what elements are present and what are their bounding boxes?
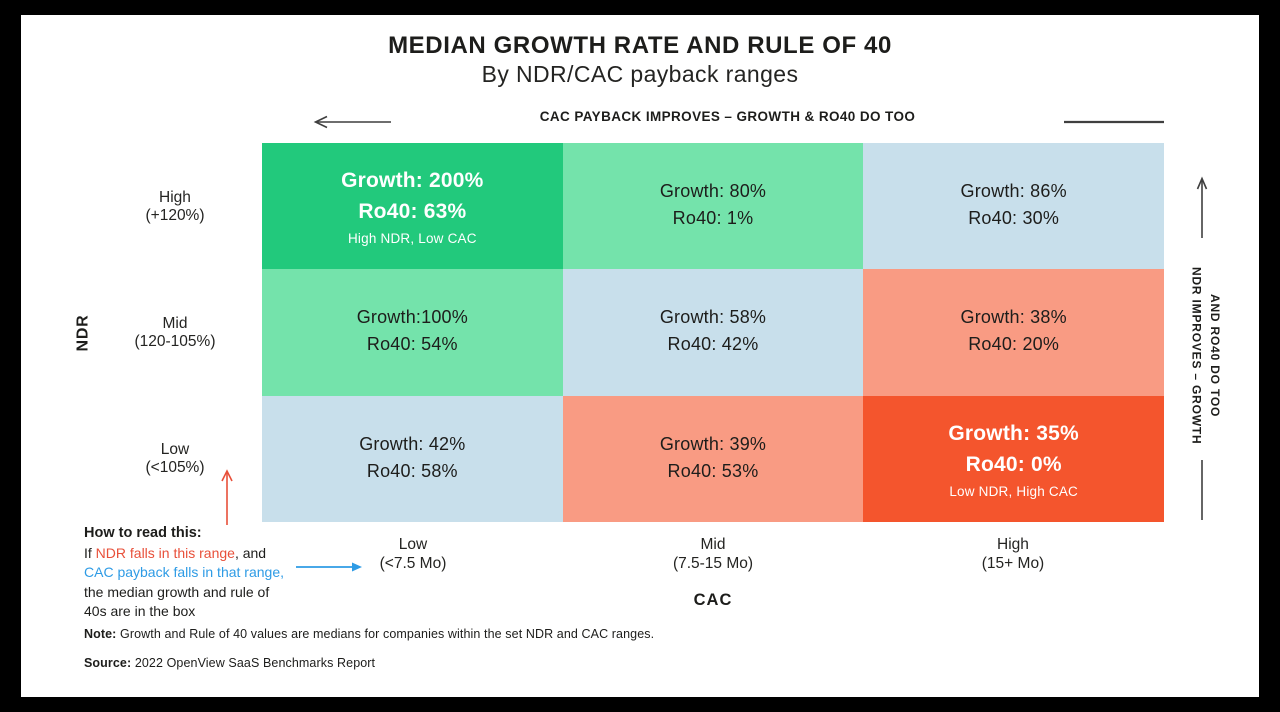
page-title: MEDIAN GROWTH RATE AND RULE OF 40 bbox=[388, 32, 892, 59]
side-flow-line2: AND RO40 DO TOO bbox=[1208, 294, 1223, 418]
matrix-cell-high-ndr-high-cac: Growth: 86% Ro40: 30% bbox=[863, 143, 1164, 270]
source-text: 2022 OpenView SaaS Benchmarks Report bbox=[131, 656, 376, 670]
y-label-name: Mid bbox=[162, 315, 188, 332]
source-label: Source: bbox=[84, 656, 132, 670]
how-to-read-heading: How to read this: bbox=[84, 525, 202, 541]
cell-growth-value: Growth: 42% bbox=[359, 433, 466, 454]
right-flow-line bbox=[1064, 119, 1164, 125]
how-to-read-line4: the median growth and rule of bbox=[84, 583, 270, 600]
cell-ro40-value: Ro40: 30% bbox=[968, 208, 1060, 229]
x-label-name: High bbox=[997, 536, 1029, 553]
cell-growth-value: Growth: 38% bbox=[960, 307, 1067, 328]
cell-ro40-value: Ro40: 42% bbox=[667, 334, 759, 355]
side-flow-label: NDR IMPROVES – GROWTH AND RO40 DO TOO bbox=[1187, 250, 1224, 462]
y-axis-label-low: Low (<105%) bbox=[95, 396, 255, 522]
line2-suffix: , and bbox=[234, 544, 267, 561]
cell-ro40-value: Ro40: 54% bbox=[366, 334, 458, 355]
matrix-cell-low-ndr-low-cac: Growth: 42% Ro40: 58% bbox=[262, 395, 563, 522]
x-axis-title: CAC bbox=[693, 591, 733, 609]
left-arrow-icon bbox=[312, 115, 392, 129]
y-axis-title: NDR bbox=[64, 269, 104, 397]
side-flow-line1: NDR IMPROVES – GROWTH bbox=[1189, 267, 1204, 445]
x-axis-label-low: Low (<7.5 Mo) bbox=[263, 535, 563, 573]
how-to-read-line5: 40s are in the box bbox=[84, 603, 196, 619]
how-to-read-line3: CAC payback falls in that range, bbox=[84, 564, 284, 580]
matrix-cell-mid-ndr-low-cac: Growth:100% Ro40: 54% bbox=[262, 269, 563, 396]
matrix-cell-high-ndr-low-cac: Growth: 200% Ro40: 63% High NDR, Low CAC bbox=[262, 143, 563, 270]
page-subtitle: By NDR/CAC payback ranges bbox=[481, 61, 799, 87]
cell-growth-value: Growth: 35% bbox=[948, 421, 1079, 445]
cell-callout: High NDR, Low CAC bbox=[347, 230, 477, 246]
y-label-range: (+120%) bbox=[145, 206, 205, 224]
y-label-name: High bbox=[159, 188, 191, 206]
note-text: Growth and Rule of 40 values are medians… bbox=[116, 627, 655, 641]
up-arrow-icon bbox=[1196, 176, 1208, 240]
matrix-cell-low-ndr-high-cac: Growth: 35% Ro40: 0% Low NDR, High CAC bbox=[863, 395, 1164, 522]
x-axis-label-high: High (15+ Mo) bbox=[863, 535, 1163, 573]
down-flow-line bbox=[1196, 460, 1208, 520]
cell-growth-value: Growth: 86% bbox=[960, 181, 1067, 202]
y-label-range: (120-105%) bbox=[134, 333, 216, 350]
cell-ro40-value: Ro40: 1% bbox=[672, 208, 754, 229]
matrix-cell-mid-ndr-high-cac: Growth: 38% Ro40: 20% bbox=[863, 269, 1164, 396]
y-axis-label-mid: Mid (120-105%) bbox=[95, 270, 255, 396]
cell-growth-value: Growth: 200% bbox=[341, 168, 484, 192]
how-to-read-block: How to read this: If NDR falls in this r… bbox=[84, 524, 334, 622]
cell-ro40-value: Ro40: 63% bbox=[358, 200, 467, 224]
top-flow-label: CAC PAYBACK IMPROVES – GROWTH & RO40 DO … bbox=[539, 109, 916, 124]
x-label-range: (7.5-15 Mo) bbox=[672, 555, 754, 572]
cell-ro40-value: Ro40: 58% bbox=[366, 460, 458, 481]
cell-growth-value: Growth: 58% bbox=[659, 307, 767, 328]
x-label-range: (<7.5 Mo) bbox=[379, 555, 447, 572]
source-line: Source: 2022 OpenView SaaS Benchmarks Re… bbox=[84, 656, 375, 670]
line2-prefix: If bbox=[84, 544, 96, 561]
cell-callout: Low NDR, High CAC bbox=[949, 483, 1078, 499]
matrix-cell-low-ndr-mid-cac: Growth: 39% Ro40: 53% bbox=[562, 395, 864, 522]
x-label-name: Low bbox=[398, 536, 428, 553]
y-axis-title-text: NDR bbox=[74, 314, 92, 352]
blue-right-arrow-icon bbox=[294, 561, 364, 573]
cell-growth-value: Growth: 39% bbox=[659, 433, 767, 454]
line2-red-text: NDR falls in this range bbox=[95, 544, 235, 561]
cell-ro40-value: Ro40: 20% bbox=[968, 334, 1060, 355]
y-label-name: Low bbox=[160, 441, 190, 458]
how-to-read-line2: If NDR falls in this range, and bbox=[84, 544, 334, 564]
x-label-name: Mid bbox=[700, 536, 726, 553]
note-label: Note: bbox=[84, 627, 117, 641]
x-axis-label-mid: Mid (7.5-15 Mo) bbox=[563, 535, 863, 573]
cell-growth-value: Growth: 80% bbox=[659, 181, 767, 202]
red-up-arrow-icon bbox=[220, 468, 234, 526]
note-line: Note: Growth and Rule of 40 values are m… bbox=[84, 627, 654, 641]
y-label-range: (<105%) bbox=[145, 459, 205, 476]
matrix-cell-high-ndr-mid-cac: Growth: 80% Ro40: 1% bbox=[562, 143, 864, 270]
heatmap-matrix: Growth: 200% Ro40: 63% High NDR, Low CAC… bbox=[262, 143, 1164, 522]
x-label-range: (15+ Mo) bbox=[981, 555, 1045, 572]
y-axis-label-high: High (+120%) bbox=[95, 143, 255, 270]
cell-ro40-value: Ro40: 0% bbox=[965, 453, 1062, 477]
cell-growth-value: Growth:100% bbox=[356, 307, 468, 328]
matrix-cell-mid-ndr-mid-cac: Growth: 58% Ro40: 42% bbox=[562, 269, 864, 396]
cell-ro40-value: Ro40: 53% bbox=[667, 460, 759, 481]
